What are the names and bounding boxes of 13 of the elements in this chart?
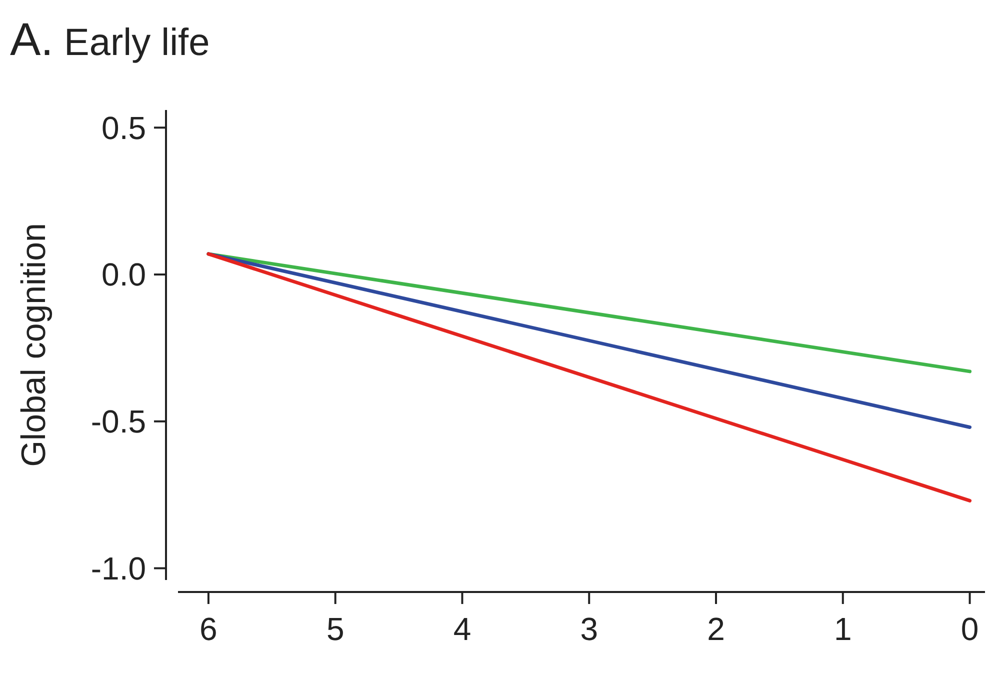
x-tick-label: 2 [707,611,725,647]
y-tick-label: 0.5 [102,110,146,146]
x-tick-label: 3 [580,611,598,647]
x-tick-label: 0 [960,611,979,647]
y-axis-title: Global cognition [15,223,53,467]
x-tick-label: 5 [326,611,344,647]
x-tick-label: 6 [200,611,218,647]
y-tick-label: 0.0 [102,256,146,293]
x-tick-label: 1 [834,611,852,647]
x-tick-label: 4 [453,611,472,647]
y-tick-label: -0.5 [90,404,146,440]
chart-title: A. Early life [10,13,210,65]
y-tick-label: -1.0 [90,550,146,586]
